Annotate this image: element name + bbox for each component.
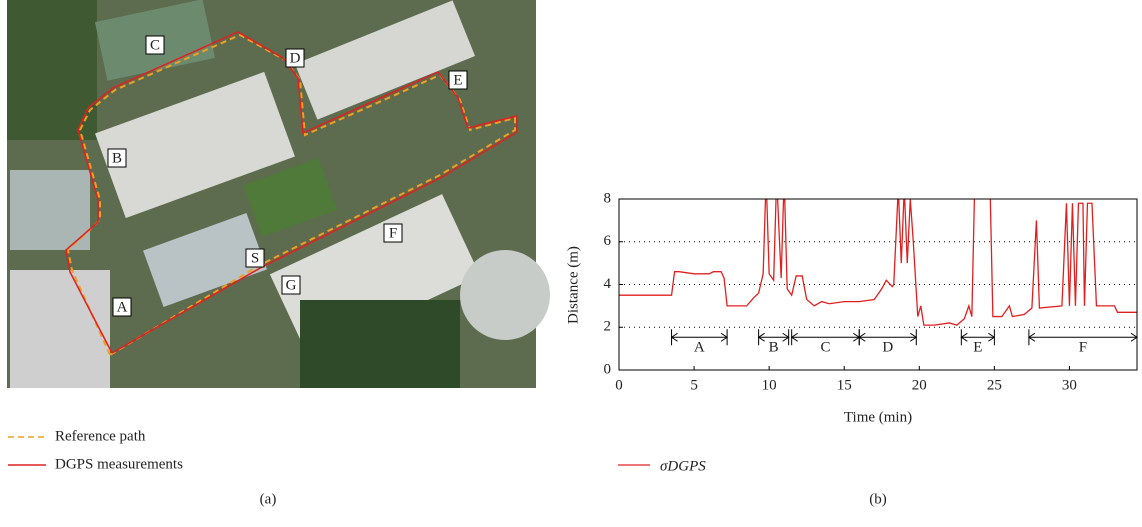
data-line xyxy=(619,178,1137,325)
x-tick-label: 25 xyxy=(987,377,1002,393)
map-label-text: F xyxy=(389,225,397,241)
y-axis-label: Distance (m) xyxy=(565,246,581,324)
map-label: G xyxy=(282,276,300,294)
vegetation xyxy=(300,300,460,388)
figure: A B C D E F G S Reference path DGPS meas… xyxy=(0,0,1142,527)
map-label-text: E xyxy=(453,72,462,88)
round-building xyxy=(460,250,550,340)
x-axis-label: Time (min) xyxy=(844,409,912,425)
map-label: B xyxy=(108,149,126,167)
x-tick-label: 10 xyxy=(762,377,777,393)
y-tick-label: 2 xyxy=(604,319,612,335)
map-label-text: C xyxy=(150,37,160,53)
y-tick-label: 4 xyxy=(604,276,612,292)
x-tick-label: 0 xyxy=(615,377,623,393)
map-label-text: A xyxy=(117,299,128,315)
segment-label: F xyxy=(1079,340,1087,356)
segment-label: C xyxy=(820,340,830,356)
legend-label: σDGPS xyxy=(660,458,706,474)
segment-label: A xyxy=(694,340,705,356)
map-label-text: G xyxy=(286,277,297,293)
plot-area xyxy=(619,178,1137,325)
y-tick-label: 8 xyxy=(604,190,612,206)
building xyxy=(10,270,110,388)
map-label: D xyxy=(286,49,304,67)
map-label-text: D xyxy=(290,50,301,66)
map-label: S xyxy=(246,249,264,267)
x-tick-label: 30 xyxy=(1062,377,1077,393)
segment-label: D xyxy=(882,340,893,356)
y-tick-label: 6 xyxy=(604,233,612,249)
caption: (a) xyxy=(260,491,277,507)
legend-label: DGPS measurements xyxy=(55,456,183,472)
legend-label: Reference path xyxy=(55,428,146,444)
y-tick-label: 0 xyxy=(604,361,612,377)
x-tick-label: 15 xyxy=(837,377,852,393)
segment-label: E xyxy=(973,340,982,356)
map-label: F xyxy=(384,224,402,242)
map-label-text: S xyxy=(251,250,259,266)
map-label: E xyxy=(449,71,467,89)
building xyxy=(10,170,90,250)
segment-label: B xyxy=(769,340,779,356)
map-label: C xyxy=(146,36,164,54)
map-label: A xyxy=(113,298,131,316)
x-tick-label: 20 xyxy=(912,377,927,393)
x-tick-label: 5 xyxy=(690,377,698,393)
map-label-text: B xyxy=(112,150,122,166)
caption: (b) xyxy=(869,491,887,507)
aerial-map: A B C D E F G S xyxy=(7,0,550,388)
